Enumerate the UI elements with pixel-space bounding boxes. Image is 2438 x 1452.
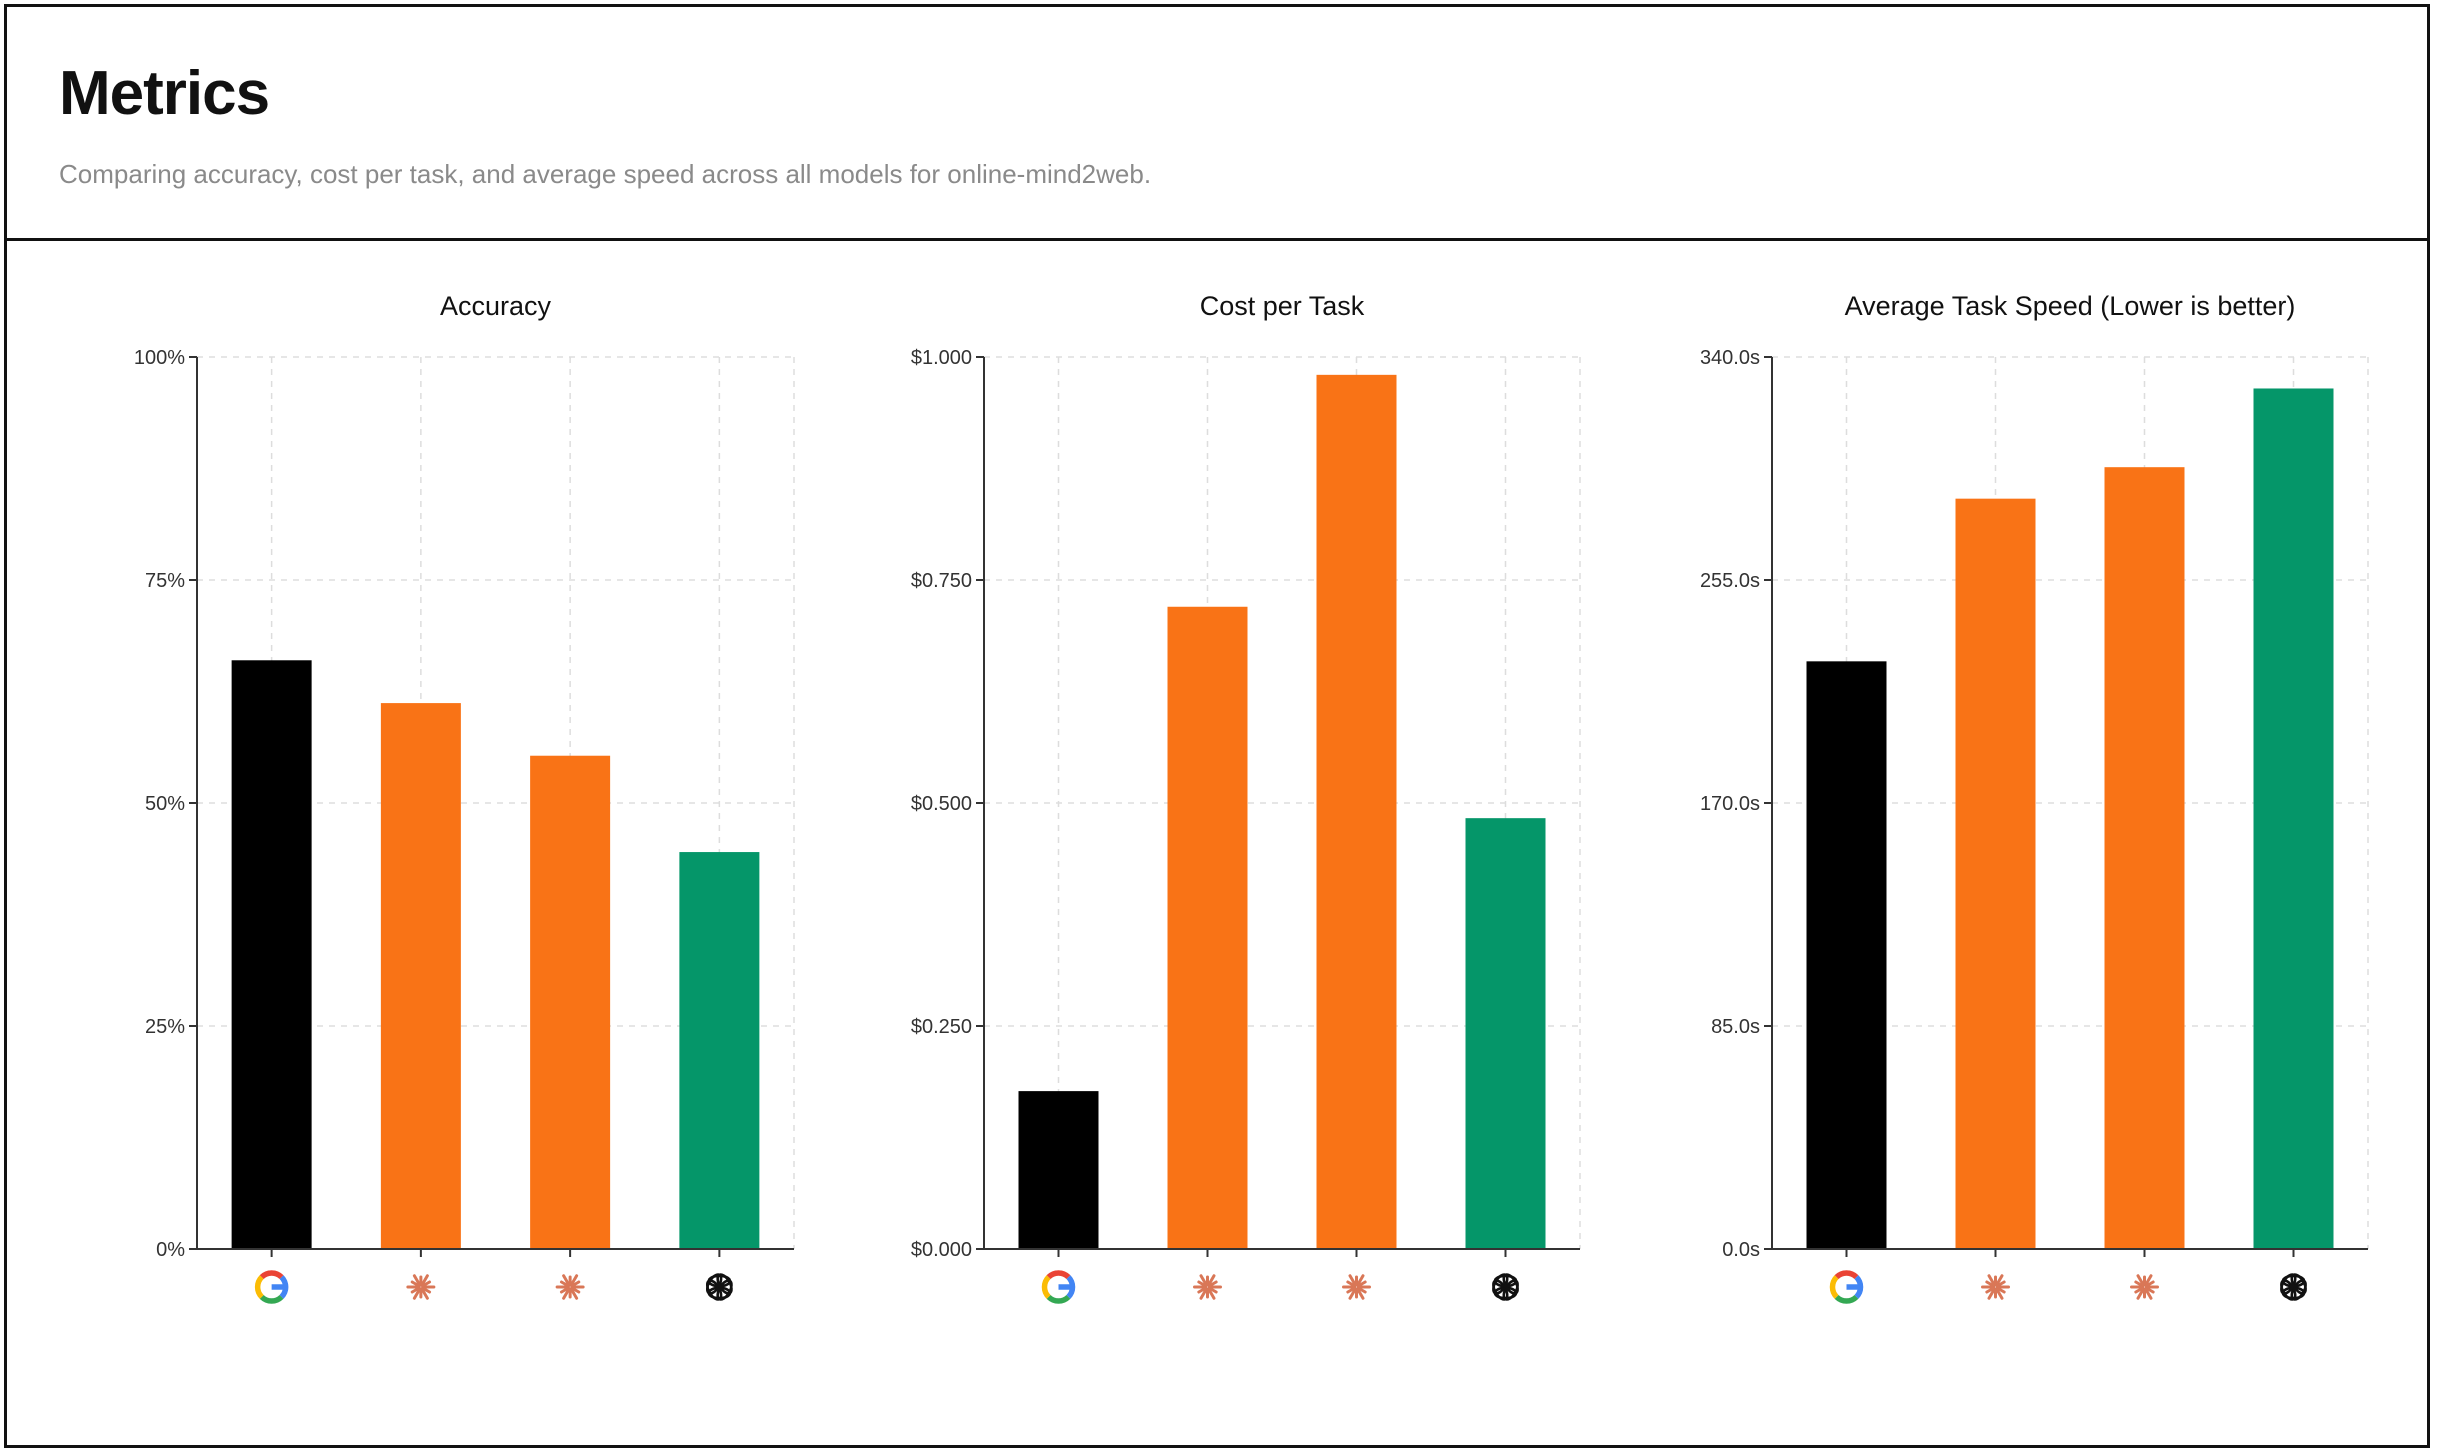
y-tick-label: $0.500 xyxy=(911,793,972,815)
google-icon xyxy=(254,1270,289,1304)
bar-anthropic xyxy=(380,703,461,1249)
anthropic-icon xyxy=(2130,1274,2159,1300)
y-tick-label: $1.000 xyxy=(911,347,972,369)
chart-title: Accuracy xyxy=(440,291,552,321)
bar-openai xyxy=(1465,818,1546,1249)
chart-title: Cost per Task xyxy=(1200,291,1365,321)
page-title: Metrics xyxy=(59,59,270,128)
charts-canvas: Accuracy 0% 25% 50% 75% 100% Cost per Task $0.0… xyxy=(134,291,2369,1304)
bar-google xyxy=(231,660,312,1249)
y-tick-label: 75% xyxy=(145,570,185,592)
google-icon xyxy=(1829,1270,1864,1304)
y-tick-label: 0.0s xyxy=(1722,1239,1760,1261)
google-icon xyxy=(1041,1270,1076,1304)
y-tick-label: 255.0s xyxy=(1700,570,1760,592)
y-tick-label: $0.250 xyxy=(911,1016,972,1038)
anthropic-icon xyxy=(555,1274,585,1300)
y-tick-label: 170.0s xyxy=(1700,793,1760,815)
anthropic-icon xyxy=(1342,1274,1371,1300)
page-subtitle: Comparing accuracy, cost per task, and a… xyxy=(59,159,1152,189)
bar-openai xyxy=(679,852,760,1249)
bar-anthropic xyxy=(530,755,611,1249)
y-tick-label: $0.750 xyxy=(911,570,972,592)
y-tick-label: 0% xyxy=(156,1239,185,1261)
bar-google xyxy=(1018,1091,1099,1249)
chart-3: Average Task Speed (Lower is better) 0.0s… xyxy=(1700,291,2369,1304)
openai-icon xyxy=(2280,1273,2307,1301)
bar-anthropic xyxy=(1167,606,1248,1249)
bar-anthropic xyxy=(1316,374,1397,1250)
y-tick-label: 25% xyxy=(145,1016,185,1038)
y-tick-label: 100% xyxy=(134,347,185,369)
chart-2: Cost per Task $0.000 $0.250 $0.500 $0.750 $1.… xyxy=(911,291,1581,1304)
bar-openai xyxy=(2253,388,2334,1249)
bar-google xyxy=(1806,661,1887,1249)
metrics-panel: Metrics Comparing accuracy, cost per tas… xyxy=(4,4,2430,1448)
openai-icon xyxy=(1492,1273,1519,1301)
y-tick-label: 85.0s xyxy=(1711,1016,1760,1038)
bar-anthropic xyxy=(1955,498,2036,1249)
anthropic-icon xyxy=(406,1274,436,1300)
y-tick-label: $0.000 xyxy=(911,1239,972,1261)
bar-anthropic xyxy=(2104,467,2185,1249)
y-tick-label: 340.0s xyxy=(1700,347,1760,369)
metrics-header: Metrics Comparing accuracy, cost per tas… xyxy=(7,7,2427,241)
anthropic-icon xyxy=(1193,1274,1222,1300)
chart-1: Accuracy 0% 25% 50% 75% 100% xyxy=(134,291,795,1304)
openai-icon xyxy=(705,1273,733,1301)
anthropic-icon xyxy=(1981,1274,2010,1300)
y-tick-label: 50% xyxy=(145,793,185,815)
chart-title: Average Task Speed (Lower is better) xyxy=(1845,291,2296,321)
